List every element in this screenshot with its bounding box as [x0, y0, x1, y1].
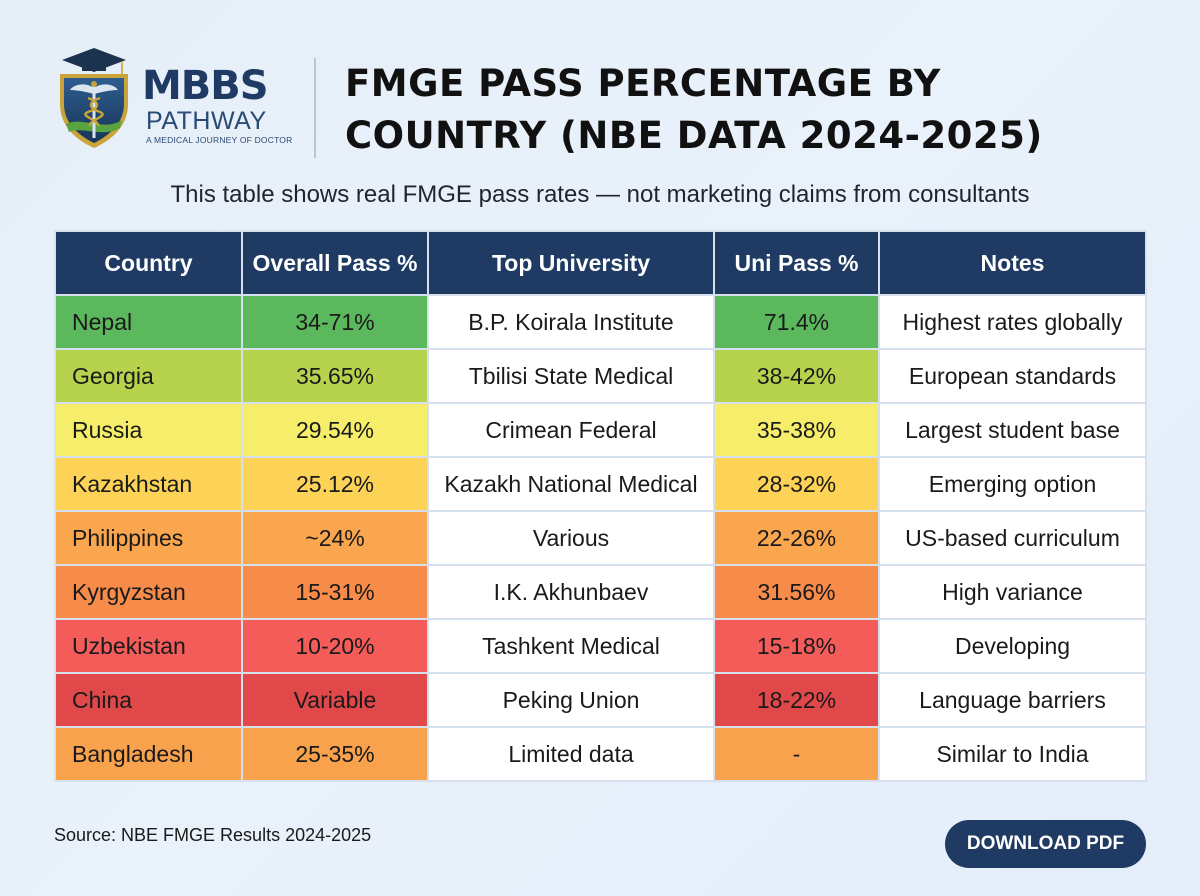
table-row: China Variable Peking Union 18-22% Langu… — [54, 672, 1147, 728]
uni-pass-cell: 35-38% — [713, 402, 880, 458]
logo-wordmark: MBBS — [142, 63, 269, 109]
country-cell: Bangladesh — [54, 726, 243, 782]
country-cell: Kyrgyzstan — [54, 564, 243, 620]
country-cell: Kazakhstan — [54, 456, 243, 512]
caduceus-shield-logo-icon — [60, 48, 128, 148]
title-line-2: COUNTRY (NBE DATA 2024-2025) — [345, 114, 1043, 157]
logo-tagline: A MEDICAL JOURNEY OF DOCTOR — [146, 135, 293, 145]
country-cell: China — [54, 672, 243, 728]
overall-pass-cell: 15-31% — [241, 564, 429, 620]
notes-cell: Developing — [878, 618, 1147, 674]
overall-pass-cell: 29.54% — [241, 402, 429, 458]
table-row: Bangladesh 25-35% Limited data - Similar… — [54, 726, 1147, 782]
uni-pass-cell: 15-18% — [713, 618, 880, 674]
table-header-row: Country Overall Pass % Top University Un… — [54, 230, 1147, 296]
top-university-cell: Peking Union — [427, 672, 715, 728]
page-header: MBBS PATHWAY A MEDICAL JOURNEY OF DOCTOR… — [52, 44, 1162, 169]
uni-pass-cell: 28-32% — [713, 456, 880, 512]
source-note: Source: NBE FMGE Results 2024-2025 — [54, 825, 372, 845]
title-line-1: FMGE PASS PERCENTAGE BY — [345, 62, 941, 105]
page-title: FMGE PASS PERCENTAGE BY COUNTRY (NBE DAT… — [345, 58, 1043, 162]
table-row: Nepal 34-71% B.P. Koirala Institute 71.4… — [54, 294, 1147, 350]
uni-pass-cell: 31.56% — [713, 564, 880, 620]
uni-pass-cell: 18-22% — [713, 672, 880, 728]
logo-subtext: PATHWAY — [146, 107, 267, 135]
country-cell: Georgia — [54, 348, 243, 404]
table-row: Russia 29.54% Crimean Federal 35-38% Lar… — [54, 402, 1147, 458]
notes-cell: European standards — [878, 348, 1147, 404]
notes-cell: Similar to India — [878, 726, 1147, 782]
table-row: Kyrgyzstan 15-31% I.K. Akhunbaev 31.56% … — [54, 564, 1147, 620]
table-row: Philippines ~24% Various 22-26% US-based… — [54, 510, 1147, 566]
notes-cell: Emerging option — [878, 456, 1147, 512]
download-pdf-button[interactable]: DOWNLOAD PDF — [945, 820, 1146, 868]
top-university-cell: Various — [427, 510, 715, 566]
brand-logo: MBBS PATHWAY A MEDICAL JOURNEY OF DOCTOR — [52, 44, 302, 154]
uni-pass-cell: 22-26% — [713, 510, 880, 566]
top-university-cell: Kazakh National Medical — [427, 456, 715, 512]
top-university-cell: B.P. Koirala Institute — [427, 294, 715, 350]
table-body: Nepal 34-71% B.P. Koirala Institute 71.4… — [54, 294, 1147, 782]
column-header-overall-pass: Overall Pass % — [241, 230, 429, 296]
top-university-cell: Tashkent Medical — [427, 618, 715, 674]
top-university-cell: Crimean Federal — [427, 402, 715, 458]
notes-cell: High variance — [878, 564, 1147, 620]
table-row: Uzbekistan 10-20% Tashkent Medical 15-18… — [54, 618, 1147, 674]
header-divider — [314, 58, 316, 158]
notes-cell: Highest rates globally — [878, 294, 1147, 350]
overall-pass-cell: 25.12% — [241, 456, 429, 512]
uni-pass-cell: 38-42% — [713, 348, 880, 404]
country-cell: Uzbekistan — [54, 618, 243, 674]
country-cell: Philippines — [54, 510, 243, 566]
overall-pass-cell: 35.65% — [241, 348, 429, 404]
page-subtitle: This table shows real FMGE pass rates — … — [170, 181, 1030, 208]
overall-pass-cell: Variable — [241, 672, 429, 728]
notes-cell: US-based curriculum — [878, 510, 1147, 566]
column-header-notes: Notes — [878, 230, 1147, 296]
overall-pass-cell: 34-71% — [241, 294, 429, 350]
uni-pass-cell: - — [713, 726, 880, 782]
top-university-cell: Limited data — [427, 726, 715, 782]
column-header-country: Country — [54, 230, 243, 296]
overall-pass-cell: ~24% — [241, 510, 429, 566]
country-cell: Russia — [54, 402, 243, 458]
table-row: Georgia 35.65% Tbilisi State Medical 38-… — [54, 348, 1147, 404]
notes-cell: Language barriers — [878, 672, 1147, 728]
overall-pass-cell: 25-35% — [241, 726, 429, 782]
table-row: Kazakhstan 25.12% Kazakh National Medica… — [54, 456, 1147, 512]
pass-rate-table: Country Overall Pass % Top University Un… — [54, 230, 1147, 782]
top-university-cell: Tbilisi State Medical — [427, 348, 715, 404]
country-cell: Nepal — [54, 294, 243, 350]
column-header-top-university: Top University — [427, 230, 715, 296]
overall-pass-cell: 10-20% — [241, 618, 429, 674]
notes-cell: Largest student base — [878, 402, 1147, 458]
top-university-cell: I.K. Akhunbaev — [427, 564, 715, 620]
uni-pass-cell: 71.4% — [713, 294, 880, 350]
column-header-uni-pass: Uni Pass % — [713, 230, 880, 296]
